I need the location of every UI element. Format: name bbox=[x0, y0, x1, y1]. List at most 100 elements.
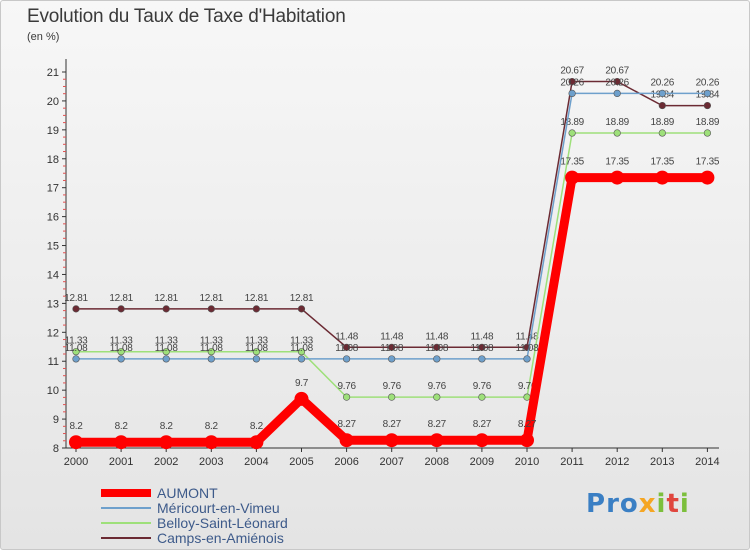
legend-label: Belloy-Saint-Léonard bbox=[157, 515, 288, 531]
brand-letter: P bbox=[586, 489, 607, 519]
y-tick-label: 13 bbox=[47, 298, 59, 310]
data-label: 20.67 bbox=[560, 66, 584, 77]
data-label: 11.48 bbox=[425, 331, 449, 342]
data-point bbox=[117, 305, 125, 313]
brand-letter: x bbox=[638, 489, 657, 519]
data-label: 11.33 bbox=[65, 336, 89, 347]
data-point bbox=[207, 348, 215, 356]
data-point bbox=[162, 305, 170, 313]
data-point bbox=[249, 435, 264, 450]
data-label: 17.35 bbox=[605, 157, 629, 168]
data-point bbox=[565, 170, 580, 185]
data-label: 17.35 bbox=[560, 157, 584, 168]
y-tick-label: 14 bbox=[47, 269, 59, 281]
y-tick-label: 15 bbox=[47, 241, 59, 253]
legend-swatch bbox=[101, 522, 151, 524]
legend-swatch bbox=[101, 537, 151, 539]
y-tick-label: 16 bbox=[47, 212, 59, 224]
data-label: 11.33 bbox=[200, 336, 224, 347]
x-tick-label: 2002 bbox=[154, 456, 178, 468]
data-label: 11.08 bbox=[425, 343, 449, 354]
data-label: 11.33 bbox=[290, 336, 314, 347]
data-label: 11.48 bbox=[335, 331, 359, 342]
data-label: 12.81 bbox=[109, 293, 133, 304]
data-label: 8.27 bbox=[428, 419, 447, 430]
y-tick-label: 8 bbox=[53, 443, 59, 455]
x-tick-label: 2004 bbox=[244, 456, 268, 468]
data-label: 9.76 bbox=[518, 381, 537, 392]
data-point bbox=[252, 348, 260, 356]
y-tick-label: 11 bbox=[48, 356, 59, 368]
data-point bbox=[520, 433, 534, 448]
x-tick-label: 2007 bbox=[379, 456, 403, 468]
data-point bbox=[474, 433, 489, 448]
x-tick-label: 2009 bbox=[470, 456, 494, 468]
data-point bbox=[343, 343, 351, 351]
y-tick-label: 20 bbox=[47, 96, 59, 108]
data-label: 20.26 bbox=[651, 77, 675, 88]
data-point bbox=[478, 355, 486, 363]
data-label: 17.35 bbox=[696, 157, 720, 168]
data-label: 12.81 bbox=[64, 293, 88, 304]
data-label: 11.08 bbox=[335, 343, 359, 354]
data-label: 18.89 bbox=[560, 117, 584, 128]
data-label: 11.08 bbox=[245, 343, 269, 354]
data-point bbox=[72, 348, 80, 356]
y-tick-label: 19 bbox=[47, 125, 59, 137]
data-point bbox=[207, 355, 215, 363]
data-point bbox=[117, 348, 125, 356]
data-point bbox=[294, 391, 309, 406]
legend-label: Méricourt-en-Vimeu bbox=[157, 500, 280, 516]
data-point bbox=[69, 435, 83, 450]
data-point bbox=[429, 433, 444, 448]
data-point bbox=[388, 343, 396, 351]
data-point bbox=[613, 129, 621, 137]
data-label: 11.33 bbox=[245, 336, 269, 347]
data-point bbox=[343, 393, 351, 401]
x-tick-label: 2010 bbox=[515, 456, 539, 468]
data-label: 11.08 bbox=[290, 343, 314, 354]
data-point bbox=[297, 348, 306, 356]
data-point bbox=[478, 393, 486, 401]
x-tick-label: 2003 bbox=[199, 456, 223, 468]
data-label: 8.27 bbox=[518, 419, 537, 430]
data-point bbox=[72, 305, 80, 313]
data-label: 11.33 bbox=[155, 336, 179, 347]
x-tick-label: 2012 bbox=[605, 456, 629, 468]
data-point bbox=[478, 343, 486, 351]
brand-letter: o bbox=[619, 489, 639, 519]
data-label: 18.89 bbox=[696, 117, 720, 128]
data-point bbox=[433, 393, 441, 401]
data-point bbox=[207, 305, 215, 313]
data-label: 9.76 bbox=[337, 381, 356, 392]
data-point bbox=[117, 355, 125, 363]
data-point bbox=[343, 355, 351, 363]
data-label: 11.48 bbox=[471, 331, 495, 342]
data-label: 11.08 bbox=[380, 343, 404, 354]
data-point bbox=[159, 435, 174, 450]
data-point bbox=[655, 170, 670, 185]
data-point bbox=[568, 77, 576, 86]
data-label: 8.2 bbox=[69, 421, 83, 432]
y-tick-label: 17 bbox=[47, 183, 59, 195]
x-tick-label: 2005 bbox=[289, 456, 313, 468]
data-label: 20.26 bbox=[560, 77, 584, 88]
data-point bbox=[523, 393, 531, 401]
data-label: 12.81 bbox=[290, 293, 314, 304]
brand-letter: t bbox=[666, 489, 680, 519]
legend-label: AUMONT bbox=[157, 485, 218, 501]
data-point bbox=[162, 355, 170, 363]
data-label: 8.27 bbox=[337, 419, 356, 430]
data-label: 11.08 bbox=[516, 343, 540, 354]
x-tick-label: 2008 bbox=[425, 456, 449, 468]
data-point bbox=[613, 77, 621, 86]
y-tick-label: 10 bbox=[47, 385, 59, 397]
data-label: 12.81 bbox=[245, 293, 269, 304]
data-point bbox=[568, 129, 576, 137]
data-point bbox=[703, 89, 712, 98]
series-line bbox=[71, 173, 712, 447]
legend-label: Camps-en-Amiénois bbox=[157, 530, 284, 546]
data-point bbox=[252, 305, 260, 313]
